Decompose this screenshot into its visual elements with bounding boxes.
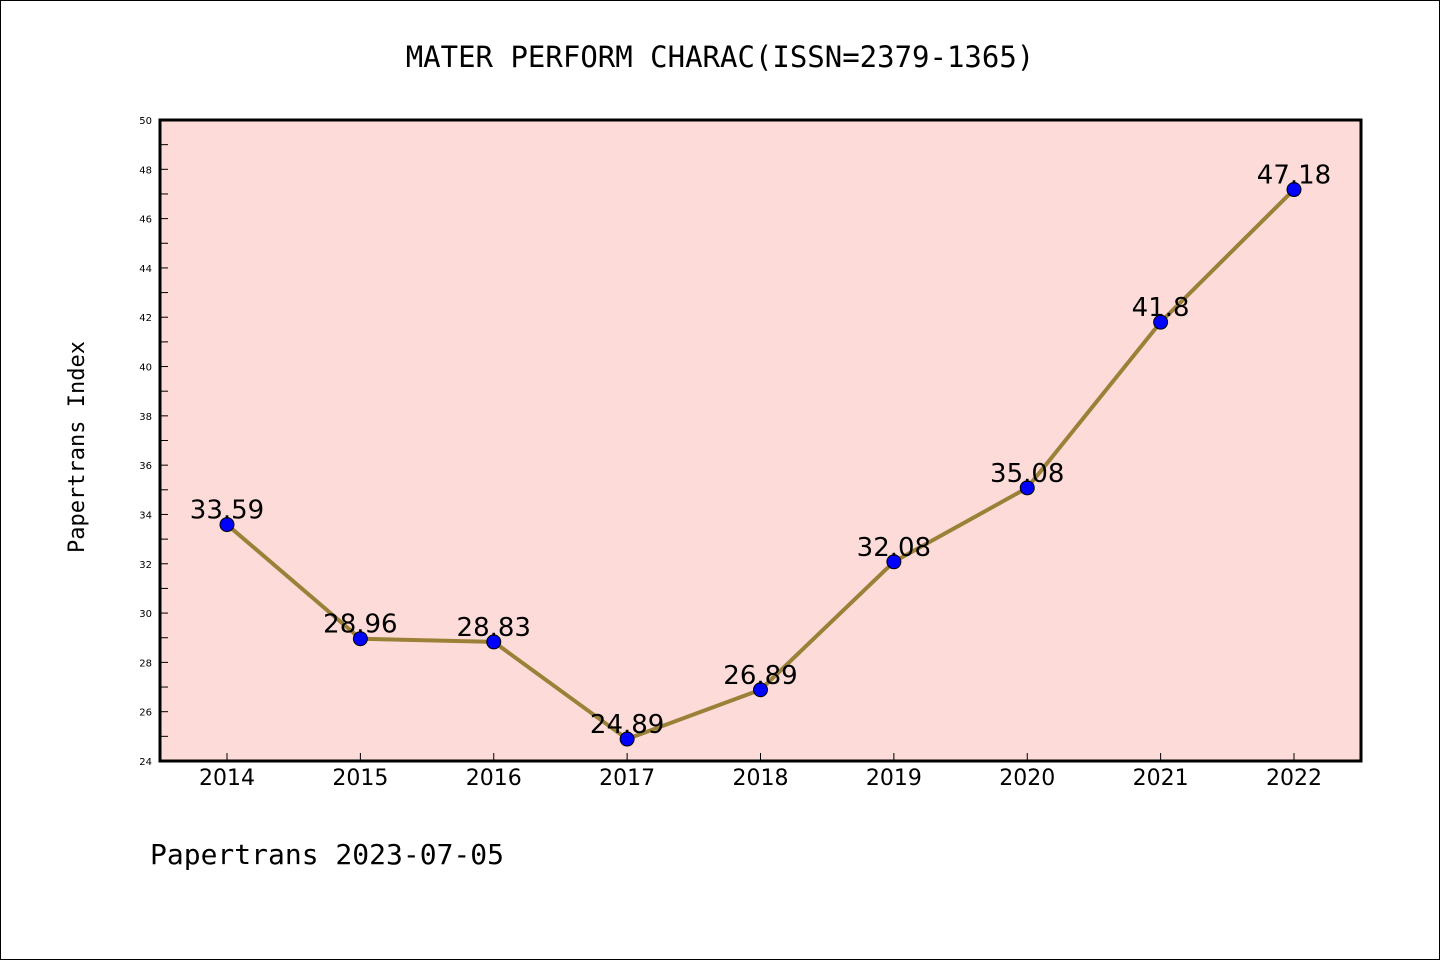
data-point	[352, 631, 368, 647]
plot-border	[158, 118, 1363, 763]
y-tick-label: 44	[139, 264, 152, 275]
chart-title: MATER PERFORM CHARAC(ISSN=2379-1365)	[406, 40, 1035, 74]
data-label: 32.08	[857, 533, 931, 563]
y-tick-label: 48	[139, 165, 152, 176]
y-tick-label: 40	[139, 363, 152, 374]
x-axis: 2014 2015 2016 2017 2018 2019 2020 2021 2022	[199, 753, 1322, 791]
data-point-group	[219, 182, 1302, 747]
x-tick-label: 2015	[332, 766, 388, 791]
y-tick-label: 46	[139, 215, 152, 226]
x-tick-label: 2016	[466, 766, 522, 791]
y-tick-label: 30	[139, 609, 152, 620]
plot-area	[160, 120, 1361, 761]
x-tick-label: 2014	[199, 766, 255, 791]
y-tick-label: 36	[139, 461, 152, 472]
y-tick-label: 42	[139, 313, 152, 324]
y-tick-label: 34	[139, 510, 152, 521]
x-tick-label: 2018	[733, 766, 789, 791]
y-tick-label: 26	[139, 708, 152, 719]
y-tick-label: 24	[139, 757, 152, 768]
x-tick-label: 2019	[866, 766, 922, 791]
data-point	[219, 517, 235, 533]
y-tick-label: 38	[139, 412, 152, 423]
x-tick-label: 2022	[1266, 766, 1322, 791]
data-label-group: 33.59 28.96 28.83 24.89 26.89 32.08 35.08 41.8 4…	[190, 161, 1331, 741]
data-label: 24.89	[590, 710, 664, 740]
y-tick-label: 50	[139, 116, 152, 127]
data-point	[886, 554, 902, 570]
y-axis-label: Papertrans Index	[65, 341, 90, 553]
y-tick-label: 32	[139, 560, 152, 571]
data-label: 33.59	[190, 496, 264, 526]
data-label: 28.96	[323, 610, 397, 640]
data-point	[1019, 480, 1035, 496]
data-point	[486, 634, 502, 650]
x-tick-label: 2020	[999, 766, 1055, 791]
data-label: 41.8	[1132, 293, 1190, 323]
data-label: 28.83	[457, 613, 531, 643]
x-tick-label: 2017	[599, 766, 655, 791]
data-label: 47.18	[1257, 161, 1331, 191]
data-label: 26.89	[723, 661, 797, 691]
data-point	[619, 731, 635, 747]
data-point	[753, 682, 768, 698]
x-tick-label: 2021	[1133, 766, 1189, 791]
footer-caption: Papertrans 2023-07-05	[150, 838, 504, 871]
data-label: 35.08	[990, 459, 1064, 489]
data-point	[1286, 182, 1302, 198]
y-tick-label: 28	[139, 658, 152, 669]
data-point	[1153, 314, 1169, 330]
